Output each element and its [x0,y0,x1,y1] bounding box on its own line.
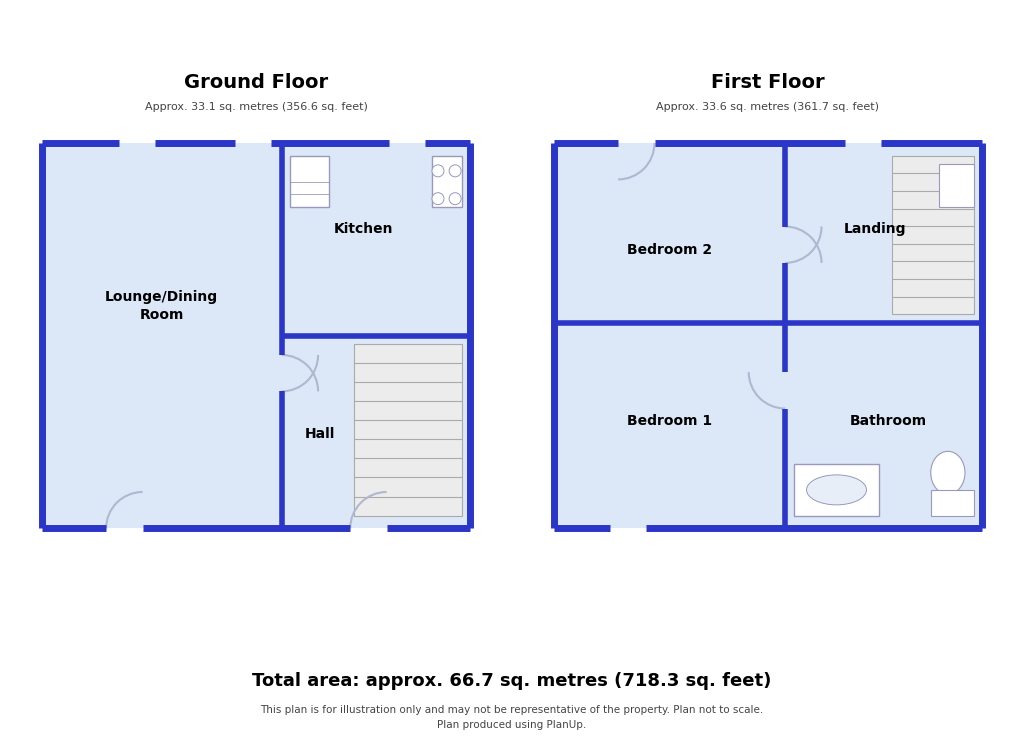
Text: Kitchen: Kitchen [333,222,393,236]
Text: Bathroom: Bathroom [849,414,927,429]
Text: Total area: approx. 66.7 sq. metres (718.3 sq. feet): Total area: approx. 66.7 sq. metres (718… [252,672,772,690]
Circle shape [432,193,444,205]
Circle shape [450,193,461,205]
Bar [794,464,880,516]
Bar [554,143,982,528]
Bar [931,490,974,516]
Text: Bedroom 1: Bedroom 1 [627,414,712,429]
Text: Landing: Landing [844,222,906,236]
Text: Approx. 33.1 sq. metres (356.6 sq. feet): Approx. 33.1 sq. metres (356.6 sq. feet) [144,103,368,112]
Bar [892,155,974,314]
Bar [939,164,974,208]
Text: Lounge/Dining
Room: Lounge/Dining Room [105,289,218,322]
Text: Approx. 33.6 sq. metres (361.7 sq. feet): Approx. 33.6 sq. metres (361.7 sq. feet) [656,103,880,112]
Text: Plan produced using PlanUp.: Plan produced using PlanUp. [437,720,587,731]
Circle shape [450,165,461,177]
Text: This plan is for illustration only and may not be representative of the property: This plan is for illustration only and m… [260,705,764,715]
Circle shape [432,165,444,177]
Text: Bedroom 2: Bedroom 2 [627,243,712,257]
Bar [42,143,470,528]
Bar [354,344,462,516]
Text: First Floor: First Floor [712,73,824,92]
Ellipse shape [931,452,965,494]
Text: Ground Floor: Ground Floor [184,73,328,92]
Text: Hall: Hall [305,427,336,441]
Bar [431,155,462,208]
Bar [290,155,329,208]
Ellipse shape [807,475,866,505]
